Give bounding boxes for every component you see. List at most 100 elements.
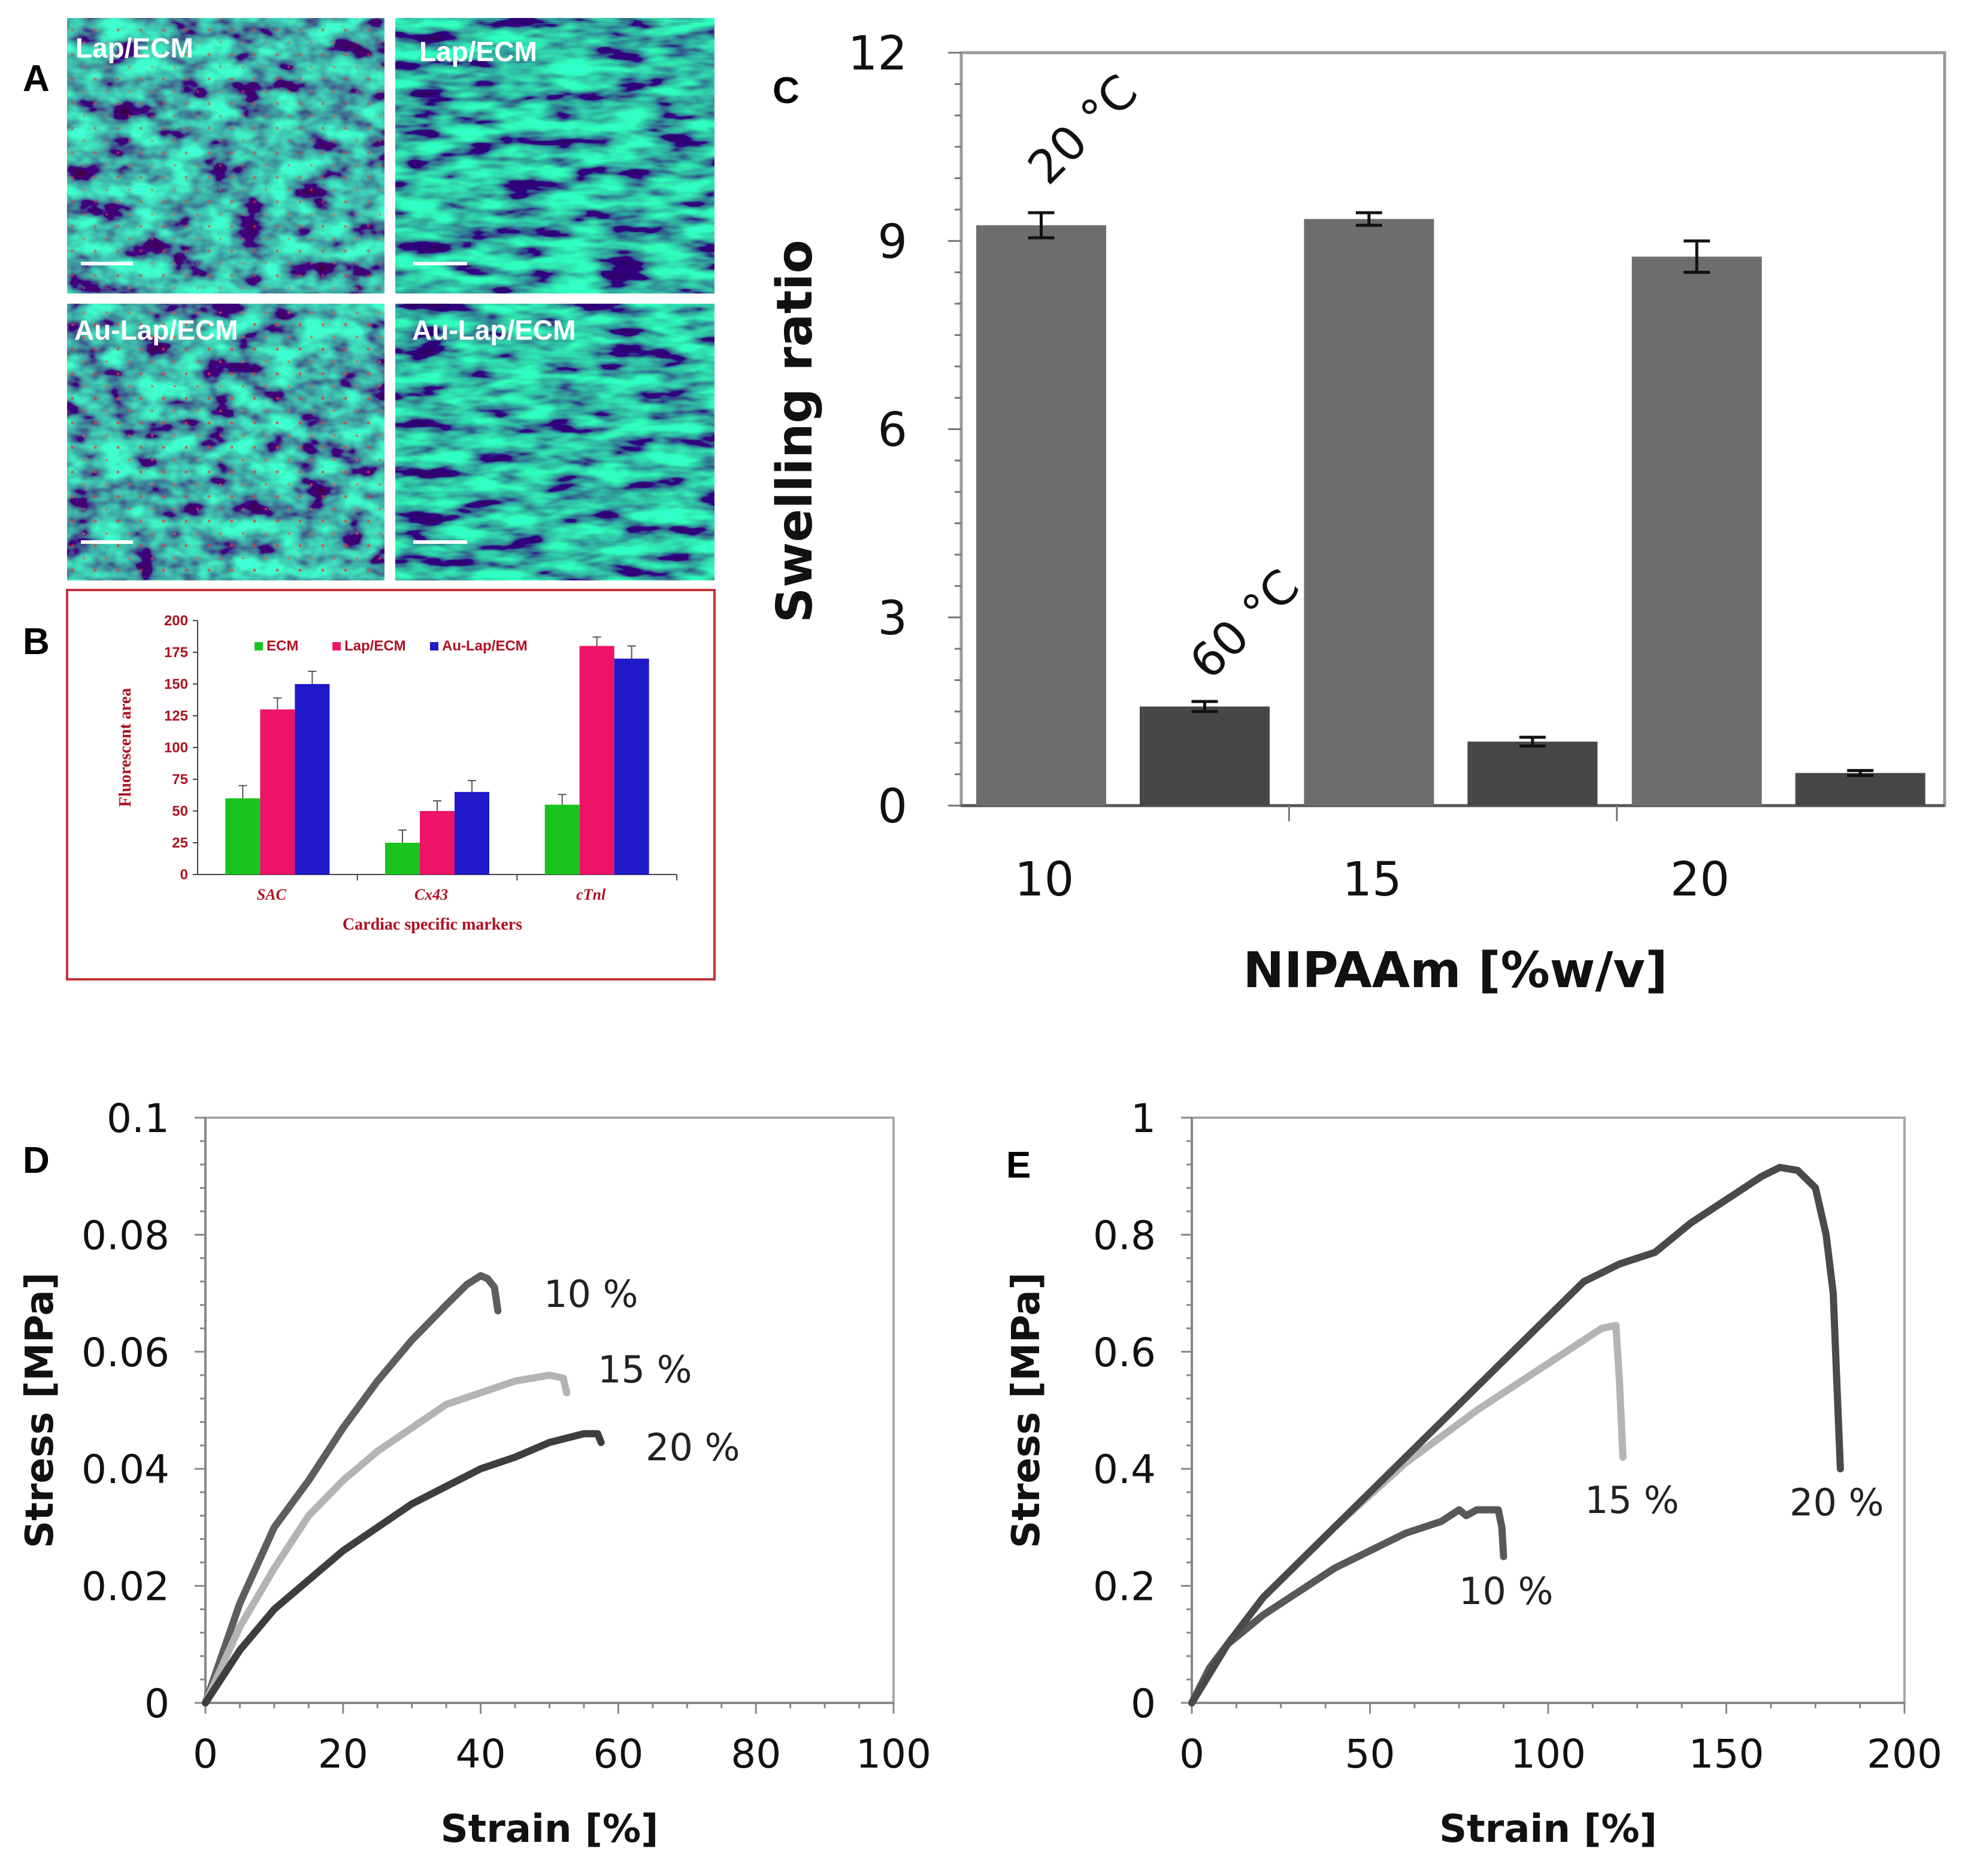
- x-tick-label: 100: [1510, 1731, 1586, 1777]
- y-tick-label: 0.04: [81, 1447, 169, 1493]
- legend-swatch: [332, 642, 341, 650]
- legend-label: Lap/ECM: [344, 638, 406, 654]
- panel-label-c: C: [773, 70, 800, 111]
- series-line-10-percent: [202, 1272, 502, 1706]
- bar-20c-15: [1304, 219, 1434, 806]
- x-axis-title: Strain [%]: [1439, 1807, 1657, 1851]
- legend-swatch: [430, 642, 438, 650]
- micrograph-label: Lap/ECM: [419, 36, 537, 67]
- plot-frame: [204, 1116, 895, 1704]
- bar-lap-ecm-sac: [260, 709, 295, 875]
- x-tick-label: 0: [193, 1731, 218, 1777]
- x-tick-label: 60: [593, 1731, 643, 1777]
- x-tick-label: 80: [731, 1731, 781, 1777]
- annotation-20c: 20 °C: [1018, 65, 1148, 195]
- series-line-20-percent: [202, 1430, 605, 1706]
- y-tick-label: 3: [877, 592, 907, 646]
- series-label: 10 %: [1459, 1569, 1554, 1613]
- series-line-15-percent: [1188, 1321, 1627, 1706]
- y-tick-label: 25: [172, 835, 188, 851]
- y-tick-label: 0.4: [1093, 1447, 1156, 1493]
- y-tick-label: 50: [172, 803, 188, 819]
- panel-label-e: E: [1006, 1145, 1031, 1186]
- bar-lap-ecm-cx43: [420, 811, 455, 875]
- chart-d: 0 0.02 0.04 0.06 0.08 0.1 0 20 40 60 80 100 Strain […: [18, 1096, 931, 1851]
- y-tick-label: 0.8: [1093, 1212, 1156, 1258]
- y-axis-title: Stress [MPa]: [18, 1272, 62, 1548]
- micrograph-label: Lap/ECM: [75, 32, 193, 63]
- micrograph-2: Lap/ECM: [395, 18, 714, 293]
- micrograph-grid: Lap/ECM Lap/ECM Au-Lap/ECM Au-Lap/ECM: [67, 18, 714, 580]
- y-tick-label: 0.1: [107, 1096, 169, 1142]
- bar-60c-10: [1140, 706, 1270, 806]
- y-tick-label: 0.02: [81, 1564, 169, 1610]
- micrograph-3: Au-Lap/ECM: [67, 304, 384, 580]
- y-tick-label: 0: [144, 1681, 169, 1727]
- micrograph-label: Au-Lap/ECM: [74, 314, 238, 346]
- bar-au-lap-ecm-cx43: [455, 792, 489, 875]
- y-axis-title: Swelling ratio: [767, 240, 823, 623]
- x-tick-label: 40: [456, 1731, 506, 1777]
- x-tick-label: 0: [1179, 1731, 1204, 1777]
- x-tick-label: Cx43: [414, 886, 448, 903]
- bar-60c-15: [1467, 742, 1598, 806]
- x-tick-label: 200: [1867, 1731, 1942, 1777]
- plot-frame: [1191, 1116, 1906, 1704]
- y-tick-label: 0: [877, 780, 907, 834]
- annotation-60c: 60 °C: [1180, 559, 1310, 689]
- bar-60c-20: [1795, 773, 1925, 806]
- bar-ecm-sac: [225, 798, 261, 875]
- x-tick-label: 20: [1670, 853, 1730, 907]
- panel-label-b: B: [23, 621, 50, 662]
- chart-b: 0 25 50 75 100 125 150 175 200 SAC Cx43 cTnl Cardiac…: [116, 613, 677, 934]
- series-line-10-percent: [1188, 1506, 1507, 1706]
- bar-ecm-cx43: [385, 843, 420, 875]
- y-tick-label: 9: [877, 215, 907, 269]
- y-tick-label: 200: [164, 613, 188, 629]
- micrograph-label: Au-Lap/ECM: [412, 314, 576, 346]
- bar-20c-10: [976, 225, 1106, 806]
- y-tick-label: 75: [172, 771, 188, 788]
- bar-ecm-ctnl: [544, 804, 580, 875]
- x-tick-label: 10: [1015, 853, 1074, 907]
- series-label: 20 %: [1790, 1481, 1884, 1524]
- y-tick-label: 0.6: [1093, 1330, 1156, 1376]
- x-tick-label: 50: [1345, 1731, 1395, 1777]
- micrograph-1: Lap/ECM: [67, 18, 384, 293]
- chart-e: 0 0.2 0.4 0.6 0.8 1 0 50 100 150 200 Strain [%] Stre…: [1004, 1096, 1942, 1851]
- y-tick-label: 0.08: [81, 1212, 169, 1258]
- y-tick-label: 12: [848, 27, 907, 81]
- x-axis-title: Cardiac specific markers: [343, 915, 522, 934]
- y-tick-label: 0: [180, 867, 188, 883]
- x-tick-label: cTnl: [576, 886, 606, 903]
- y-tick-label: 1: [1131, 1096, 1156, 1142]
- series-line-15-percent: [202, 1371, 571, 1706]
- x-tick-label: 100: [856, 1731, 931, 1777]
- series-line-20-percent: [1188, 1164, 1844, 1706]
- plot-frame: [959, 51, 1946, 807]
- y-tick-label: 150: [164, 676, 188, 692]
- bar-au-lap-ecm-ctnl: [614, 658, 649, 875]
- x-tick-label: 150: [1689, 1731, 1764, 1777]
- micrograph-4: Au-Lap/ECM: [395, 304, 714, 580]
- series-label: 10 %: [544, 1272, 638, 1316]
- y-tick-label: 125: [164, 708, 188, 724]
- x-axis-title: NIPAAm [%w/v]: [1243, 942, 1668, 999]
- x-axis-title: Strain [%]: [441, 1807, 659, 1851]
- bar-20c-20: [1631, 256, 1762, 806]
- legend-label: Au-Lap/ECM: [442, 638, 528, 654]
- y-axis-title: Fluorescent area: [116, 688, 135, 807]
- y-tick-label: 0.2: [1093, 1564, 1156, 1610]
- y-tick-label: 0.06: [81, 1330, 169, 1376]
- bar-lap-ecm-ctnl: [579, 646, 614, 875]
- y-tick-label: 175: [164, 645, 188, 661]
- x-tick-label: 20: [318, 1731, 368, 1777]
- panel-label-d: D: [23, 1140, 50, 1181]
- panel-label-a: A: [23, 58, 50, 99]
- y-tick-label: 0: [1131, 1681, 1156, 1727]
- y-tick-label: 6: [877, 404, 907, 458]
- legend-swatch: [255, 642, 263, 650]
- series-label: 15 %: [598, 1348, 692, 1391]
